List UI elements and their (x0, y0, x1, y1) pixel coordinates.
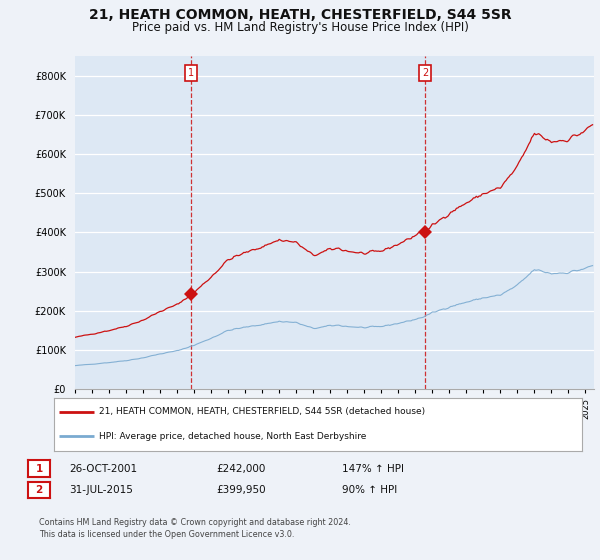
Text: 147% ↑ HPI: 147% ↑ HPI (342, 464, 404, 474)
Text: £399,950: £399,950 (216, 485, 266, 495)
Text: 1: 1 (35, 464, 43, 474)
Text: 90% ↑ HPI: 90% ↑ HPI (342, 485, 397, 495)
Text: 26-OCT-2001: 26-OCT-2001 (69, 464, 137, 474)
Text: Contains HM Land Registry data © Crown copyright and database right 2024.
This d: Contains HM Land Registry data © Crown c… (39, 518, 351, 539)
Text: 31-JUL-2015: 31-JUL-2015 (69, 485, 133, 495)
Text: 21, HEATH COMMON, HEATH, CHESTERFIELD, S44 5SR: 21, HEATH COMMON, HEATH, CHESTERFIELD, S… (89, 8, 511, 22)
Text: 1: 1 (188, 68, 194, 78)
Text: Price paid vs. HM Land Registry's House Price Index (HPI): Price paid vs. HM Land Registry's House … (131, 21, 469, 34)
Text: £242,000: £242,000 (216, 464, 265, 474)
Text: 21, HEATH COMMON, HEATH, CHESTERFIELD, S44 5SR (detached house): 21, HEATH COMMON, HEATH, CHESTERFIELD, S… (99, 408, 425, 417)
Text: 2: 2 (35, 485, 43, 495)
Text: HPI: Average price, detached house, North East Derbyshire: HPI: Average price, detached house, Nort… (99, 432, 366, 441)
Text: 2: 2 (422, 68, 428, 78)
